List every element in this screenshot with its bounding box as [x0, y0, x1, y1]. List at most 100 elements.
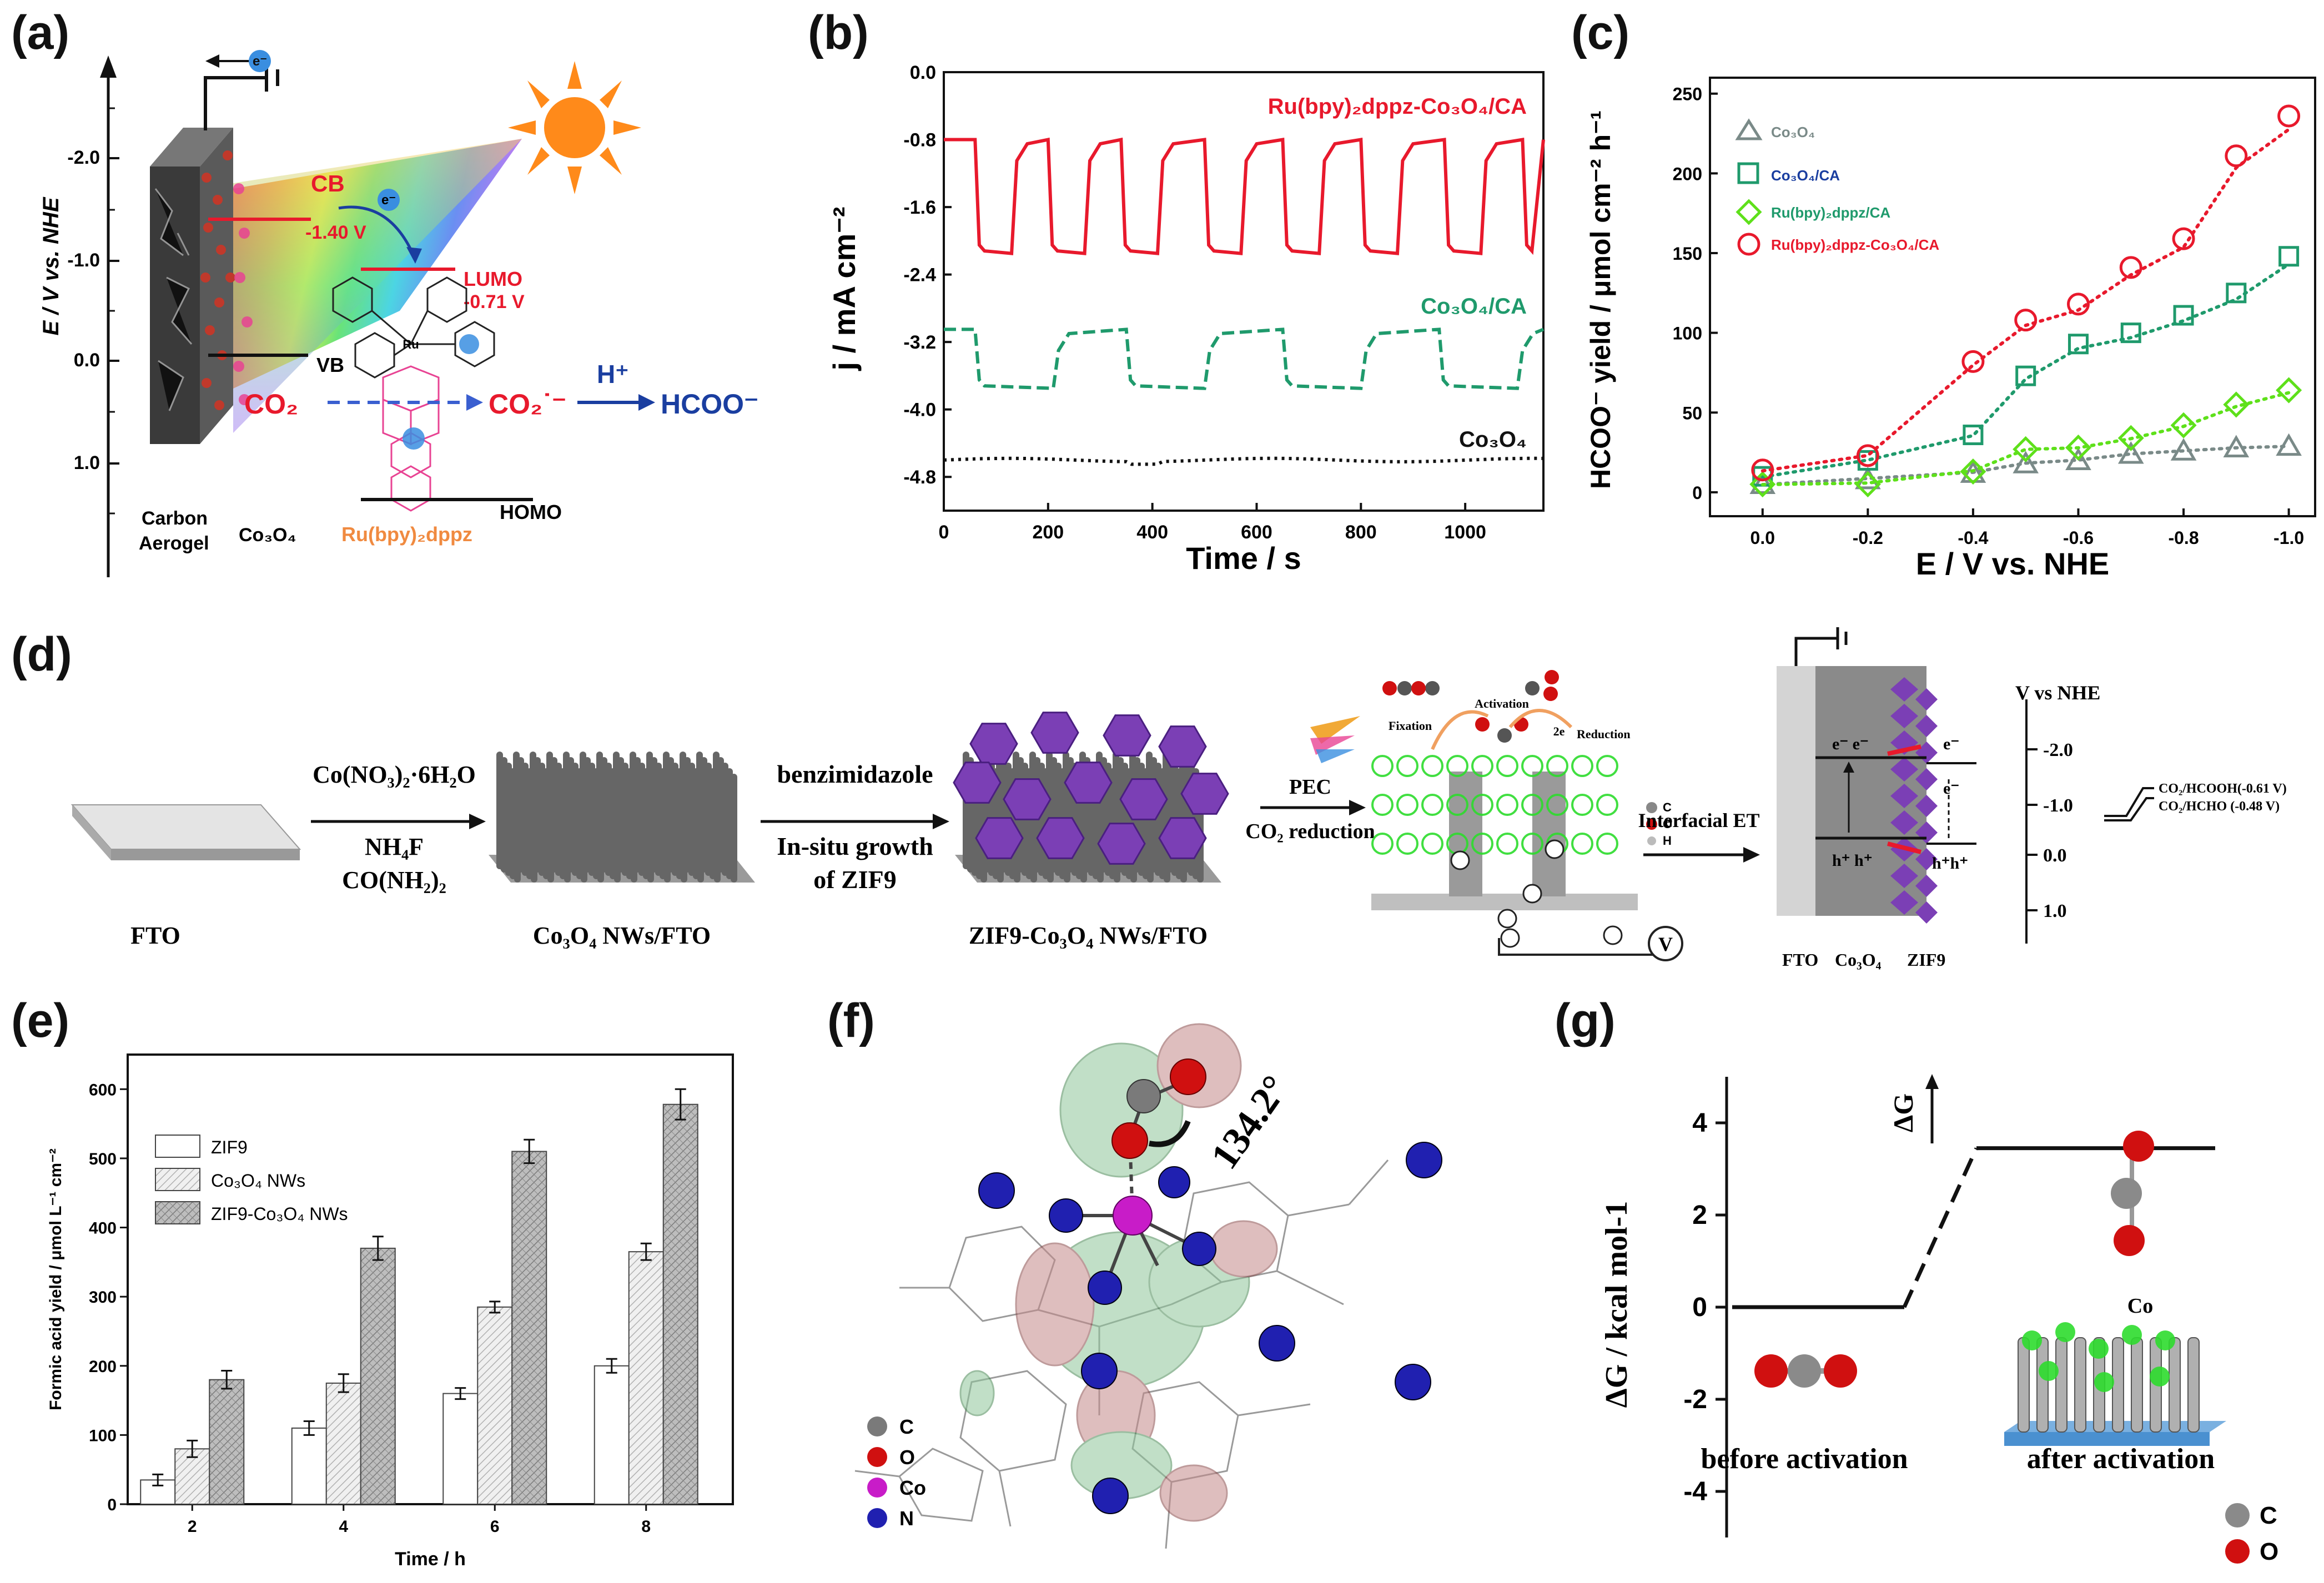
b-series-line-3: [943, 456, 1544, 466]
e-ytick-label: 400: [89, 1219, 117, 1238]
g-ytick-label: 4: [1692, 1108, 1707, 1138]
panel-a-diagram: -2.0 -1.0 0.0 1.0 E / V vs. NHE e⁻: [39, 50, 758, 577]
panel-label-g: (g): [1555, 994, 1616, 1047]
d-zif-crystal: [953, 762, 1002, 804]
c-ytick-label: 0: [1692, 483, 1702, 503]
c-point: [1854, 471, 1881, 498]
panel-g-chart: ΔG / kcal mol-1 4 2 0 -2 -4 ΔG before activa…: [1599, 1074, 2278, 1565]
d-step1-top: Co(NO₃)₂·6H₂O: [313, 761, 476, 788]
d-zif-diamond: [1890, 864, 1918, 888]
d-mof-node: [1571, 755, 1593, 777]
a-tick-2: -1.0: [67, 250, 100, 271]
d-mof-node: [1421, 794, 1443, 816]
a-co2: CO₂: [244, 389, 298, 420]
c-point: [2065, 447, 2091, 470]
f-legend: C O Co N: [867, 1415, 926, 1530]
a-tick-4: 1.0: [74, 452, 100, 473]
panel-label-b: (b): [808, 6, 869, 59]
c-point: [2013, 436, 2039, 462]
e-ytick-label: 0: [107, 1496, 117, 1514]
c-point: [2014, 309, 2038, 332]
g-zif-particle: [2039, 1361, 2059, 1381]
f-legend-o: O: [899, 1446, 915, 1469]
d-step1-b1: NH₄F: [365, 833, 424, 860]
b-xtick-label: 0: [939, 522, 949, 543]
d-scale-1: -2.0: [2043, 740, 2073, 760]
c-point: [2013, 451, 2039, 473]
d-zif-diamond: [1890, 890, 1918, 915]
d-mof-node: [1596, 755, 1618, 777]
d-zif-crystal: [1119, 778, 1168, 820]
d-v: V: [1658, 933, 1673, 955]
d-zif-crystal: [1036, 817, 1085, 859]
panel-f-molecule: 134.2° C O Co N: [854, 1023, 1442, 1549]
b-xtick-label: 1000: [1444, 522, 1486, 543]
electron-icon: [249, 50, 271, 72]
g-nanowire: [2112, 1337, 2124, 1433]
b-ytick-label: 0.0: [910, 62, 936, 83]
d-zif-diamond: [1890, 757, 1918, 782]
e-bar-2: [628, 1251, 664, 1505]
b-ytick-label: -2.4: [903, 265, 936, 286]
c-legend-label-4: Ru(bpy)₂dppz-Co₃O₄/CA: [1771, 236, 1939, 253]
c-trend-1: [1760, 445, 2291, 487]
d-zif-crystal: [1097, 823, 1146, 865]
c-trend-3: [1760, 391, 2291, 487]
panel-e-chart: Formic acid yield / μmol L⁻¹ cm⁻² Time /…: [47, 1053, 734, 1570]
e-xlabel: Time / h: [395, 1549, 466, 1570]
c-xtick-label: -0.4: [1958, 528, 1988, 548]
g-after: after activation: [2027, 1443, 2215, 1475]
b-plot-frame: [943, 71, 1545, 512]
d-mof-node: [1396, 794, 1418, 816]
c-point: [2223, 435, 2250, 457]
d-scale-2: -1.0: [2043, 795, 2073, 816]
d-zif-diamond: [1915, 848, 1938, 870]
d-step1-b2: CO(NH₂)₂: [342, 866, 446, 894]
b-xtick-label: 400: [1136, 522, 1168, 543]
e-xtick-label: 4: [339, 1518, 348, 1536]
a-co3o4: Co₃O₄: [239, 525, 296, 546]
c-trend-4: [1760, 128, 2291, 473]
d-mof-node: [1546, 755, 1568, 777]
a-vb: VB: [316, 354, 344, 376]
d-zif-diamond: [1890, 677, 1918, 702]
d-e-pair: e⁻ e⁻: [1832, 735, 1869, 753]
d-zif-crystal: [1103, 714, 1151, 757]
d-zif-crystal: [1180, 773, 1229, 815]
b-series-line-2: [944, 327, 1545, 390]
d-co2-reduction: CO₂ reduction: [1245, 820, 1375, 843]
d-v-vs-nhe: V vs NHE: [2015, 682, 2100, 704]
b-label-series-3: Co₃O₄: [1459, 427, 1527, 452]
c-xtick-label: -0.6: [2063, 528, 2094, 548]
d-mof-node: [1496, 755, 1518, 777]
d-zif-crystal: [1158, 725, 1207, 768]
a-ylabel: E / V vs. NHE: [39, 196, 63, 335]
c-point: [2068, 334, 2089, 355]
e-legend-label-3: ZIF9-Co₃O₄ NWs: [211, 1204, 348, 1224]
b-ytick-label: -3.2: [903, 332, 936, 353]
d-zif-diamond: [1890, 784, 1918, 808]
b-label-series-2: Co₃O₄/CA: [1421, 294, 1527, 319]
c-point: [2065, 434, 2092, 461]
c-xlabel: E / V vs. NHE: [1916, 546, 2110, 581]
b-ytick-label: -4.8: [903, 467, 936, 488]
d-mof-node: [1571, 794, 1593, 816]
d-zif-diamond: [1915, 768, 1938, 790]
d-mof-node: [1571, 833, 1593, 855]
c-legend-label-3: Ru(bpy)₂dppz/CA: [1771, 204, 1890, 221]
d-fixation: Fixation: [1389, 719, 1432, 733]
a-tick-1: -2.0: [67, 147, 100, 168]
c-plot-frame: [1709, 77, 2316, 517]
g-zif-particle: [2122, 1325, 2142, 1345]
g-nanowire: [2036, 1337, 2049, 1433]
g-ytick-label: 0: [1692, 1293, 1707, 1322]
c-point: [2119, 256, 2142, 279]
panel-c-chart: HCOO⁻ yield / μmol cm⁻² h⁻¹ E / V vs. NH…: [1585, 77, 2316, 581]
e-ytick-label: 300: [89, 1288, 117, 1307]
c-point: [2223, 391, 2250, 418]
e-ytick-label: 100: [89, 1426, 117, 1445]
c-ytick-label: 250: [1673, 84, 1702, 104]
d-mof-node: [1521, 755, 1543, 777]
e-ytick-label: 200: [89, 1358, 117, 1376]
c-point: [2276, 377, 2302, 404]
